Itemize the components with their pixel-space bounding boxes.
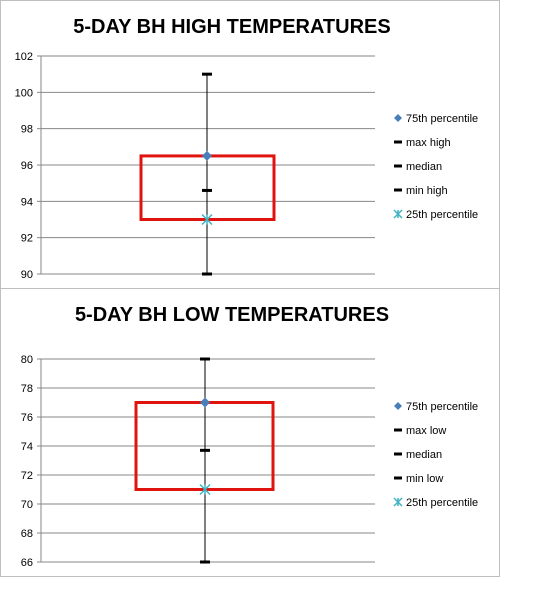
p25-marker [201, 213, 213, 226]
y-tick-label: 102 [15, 51, 33, 63]
y-tick-label: 76 [21, 412, 33, 424]
legend-label: min low [406, 473, 443, 485]
high-temperatures-chart: 5-DAY BH HIGH TEMPERATURES 90 92 94 96 98 100 1… [0, 0, 500, 289]
low-temperatures-chart-svg: 5-DAY BH LOW TEMPERATURES 66 68 70 72 74 76 78 8… [21, 304, 478, 569]
y-tick-label: 68 [21, 528, 33, 540]
chart-title: 5-DAY BH HIGH TEMPERATURES [73, 16, 390, 38]
p25-marker [199, 483, 211, 496]
p75-marker [202, 150, 212, 161]
y-tick-label: 66 [21, 557, 33, 569]
legend-label: max high [406, 137, 451, 149]
y-tick-label: 92 [21, 233, 33, 245]
high-temperatures-chart-svg: 5-DAY BH HIGH TEMPERATURES 90 92 94 96 98 100 1… [15, 16, 479, 281]
p75-marker [200, 397, 210, 408]
low-temperatures-chart: 5-DAY BH LOW TEMPERATURES 66 68 70 72 74 76 78 8… [0, 288, 500, 577]
y-tick-label: 70 [21, 499, 33, 511]
legend-label: 75th percentile [406, 113, 478, 125]
legend-label: max low [406, 425, 446, 437]
y-tick-label: 94 [21, 196, 33, 208]
legend-label: 75th percentile [406, 401, 478, 413]
legend-star-icon [393, 209, 403, 219]
y-tick-label: 74 [21, 441, 33, 453]
legend-diamond-icon [394, 114, 402, 122]
legend-label: 25th percentile [406, 209, 478, 221]
y-tick-label: 96 [21, 160, 33, 172]
chart-title: 5-DAY BH LOW TEMPERATURES [75, 304, 389, 326]
legend-diamond-icon [394, 402, 402, 410]
y-tick-label: 80 [21, 354, 33, 366]
legend-label: 25th percentile [406, 497, 478, 509]
legend-label: median [406, 161, 442, 173]
y-tick-label: 100 [15, 87, 33, 99]
legend-label: min high [406, 185, 448, 197]
y-tick-label: 90 [21, 269, 33, 281]
y-tick-label: 72 [21, 470, 33, 482]
legend-label: median [406, 449, 442, 461]
y-tick-label: 78 [21, 383, 33, 395]
y-tick-label: 98 [21, 124, 33, 136]
legend-star-icon [393, 497, 403, 507]
